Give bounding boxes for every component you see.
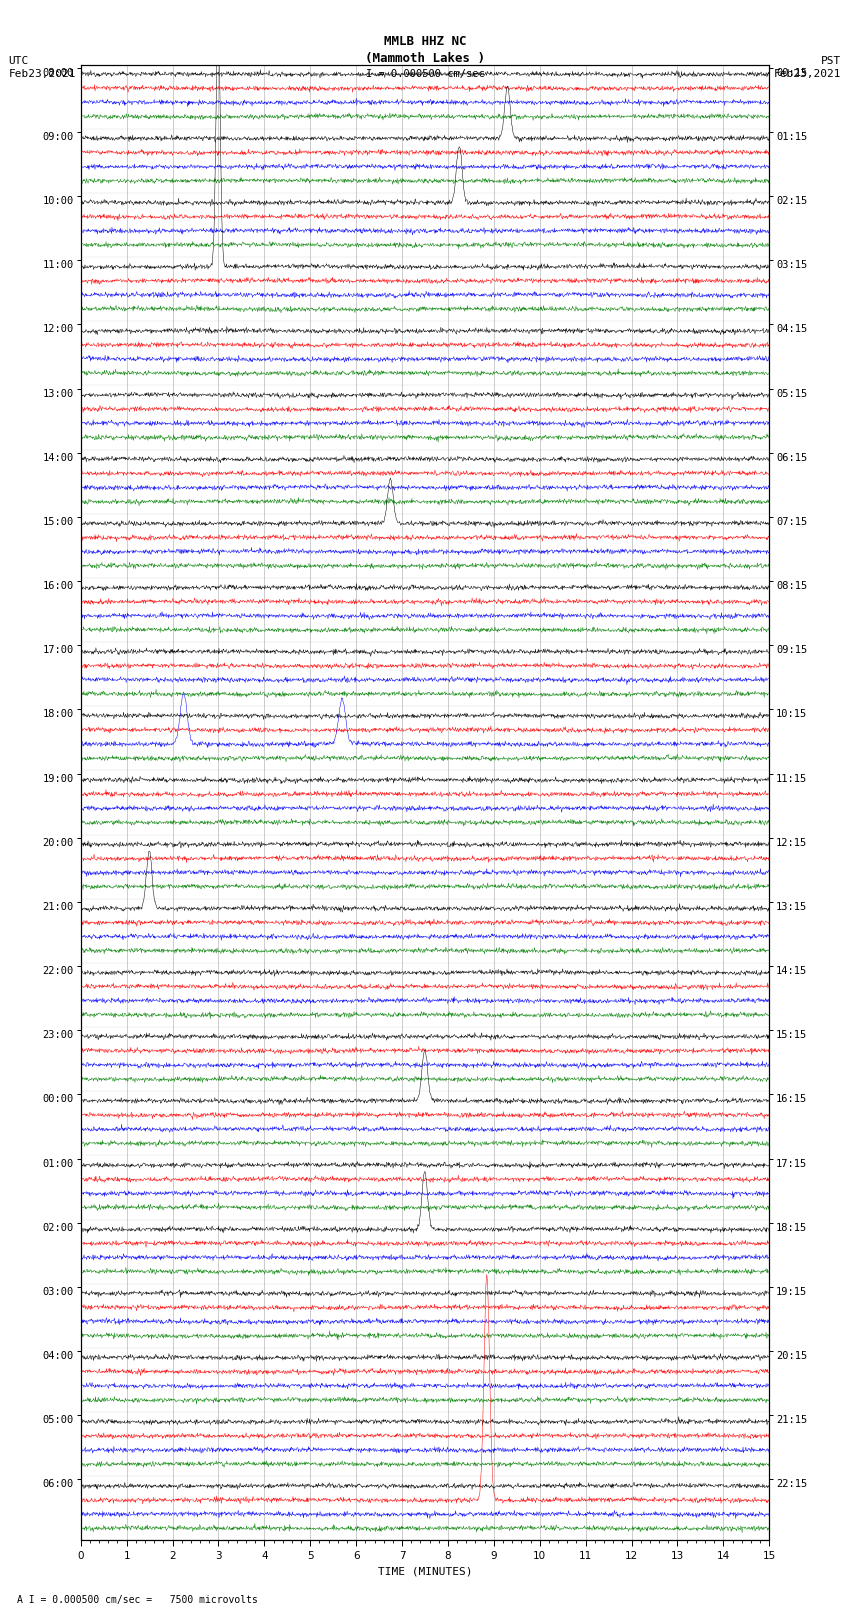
Text: I = 0.000500 cm/sec: I = 0.000500 cm/sec <box>366 69 484 79</box>
X-axis label: TIME (MINUTES): TIME (MINUTES) <box>377 1566 473 1576</box>
Text: UTC
Feb23,2021: UTC Feb23,2021 <box>8 56 76 79</box>
Text: A I = 0.000500 cm/sec =   7500 microvolts: A I = 0.000500 cm/sec = 7500 microvolts <box>17 1595 258 1605</box>
Title: MMLB HHZ NC
(Mammoth Lakes ): MMLB HHZ NC (Mammoth Lakes ) <box>365 34 485 65</box>
Text: PST
Feb23,2021: PST Feb23,2021 <box>774 56 842 79</box>
